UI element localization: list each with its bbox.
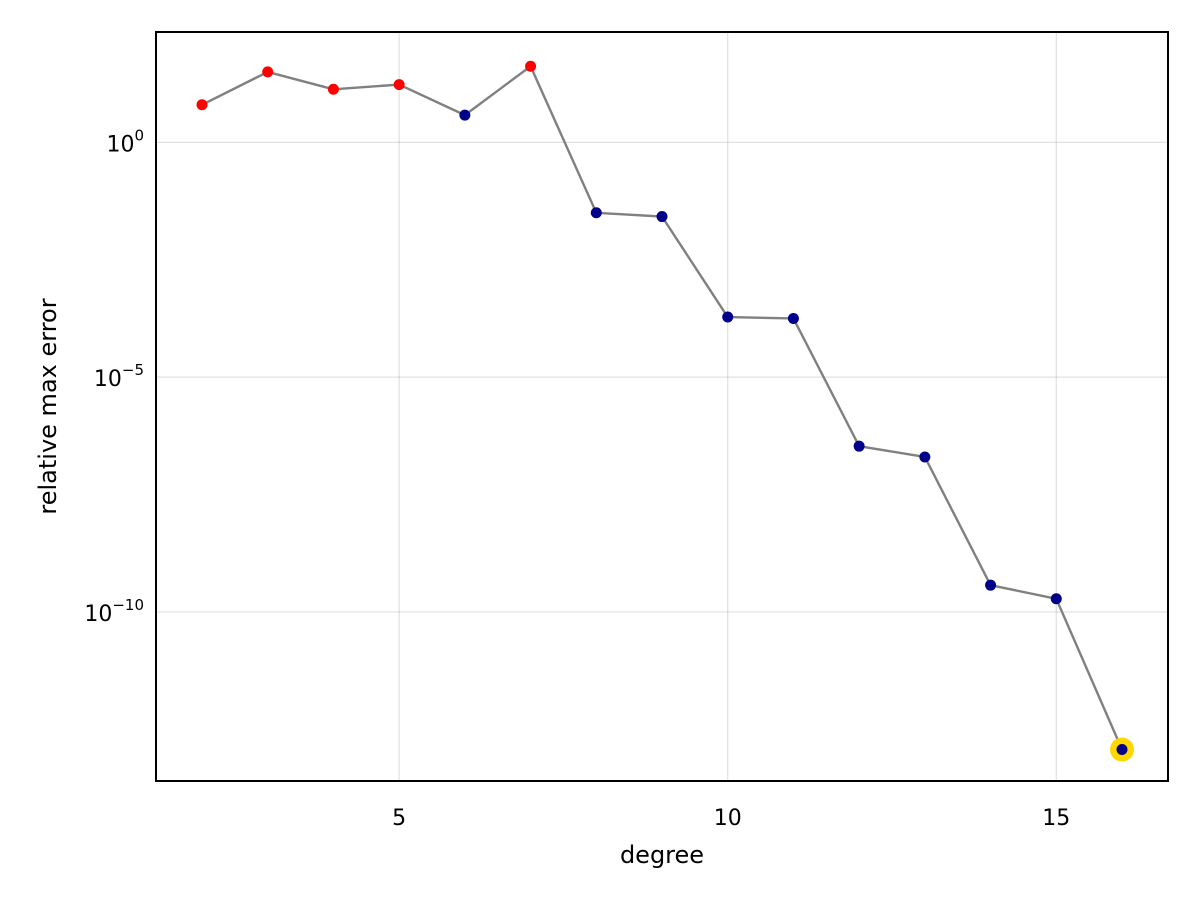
series-line-0 (201, 65, 1124, 751)
data-point (196, 99, 208, 111)
data-point (919, 451, 931, 463)
data-point (722, 311, 734, 323)
x-tick-label: 5 (392, 806, 406, 831)
series-line (201, 65, 1124, 751)
data-point (525, 60, 537, 72)
x-tick-label: 10 (714, 806, 742, 831)
x-tick-labels: 5 10 15 (392, 806, 1070, 831)
data-point (1050, 593, 1062, 605)
data-point (590, 207, 602, 219)
data-point (262, 66, 274, 78)
data-point (656, 211, 668, 223)
y-axis-label: relative max error (34, 298, 62, 514)
data-point (853, 440, 865, 452)
y-tick-labels: 100 10−5 10−10 (84, 126, 144, 627)
grid (156, 32, 1168, 781)
y-tick-label: 100 (106, 126, 144, 157)
x-tick-label: 15 (1042, 806, 1070, 831)
y-tick-label: 10−5 (94, 361, 144, 392)
data-point (787, 312, 799, 324)
data-point (459, 109, 471, 121)
data-point (393, 79, 405, 91)
plot-frame (155, 31, 1169, 782)
x-axis-label: degree (620, 841, 704, 869)
data-point (327, 83, 339, 95)
y-tick-label: 10−10 (84, 596, 144, 627)
data-point (1116, 744, 1128, 756)
data-point (985, 579, 997, 591)
data-points (196, 60, 1128, 756)
